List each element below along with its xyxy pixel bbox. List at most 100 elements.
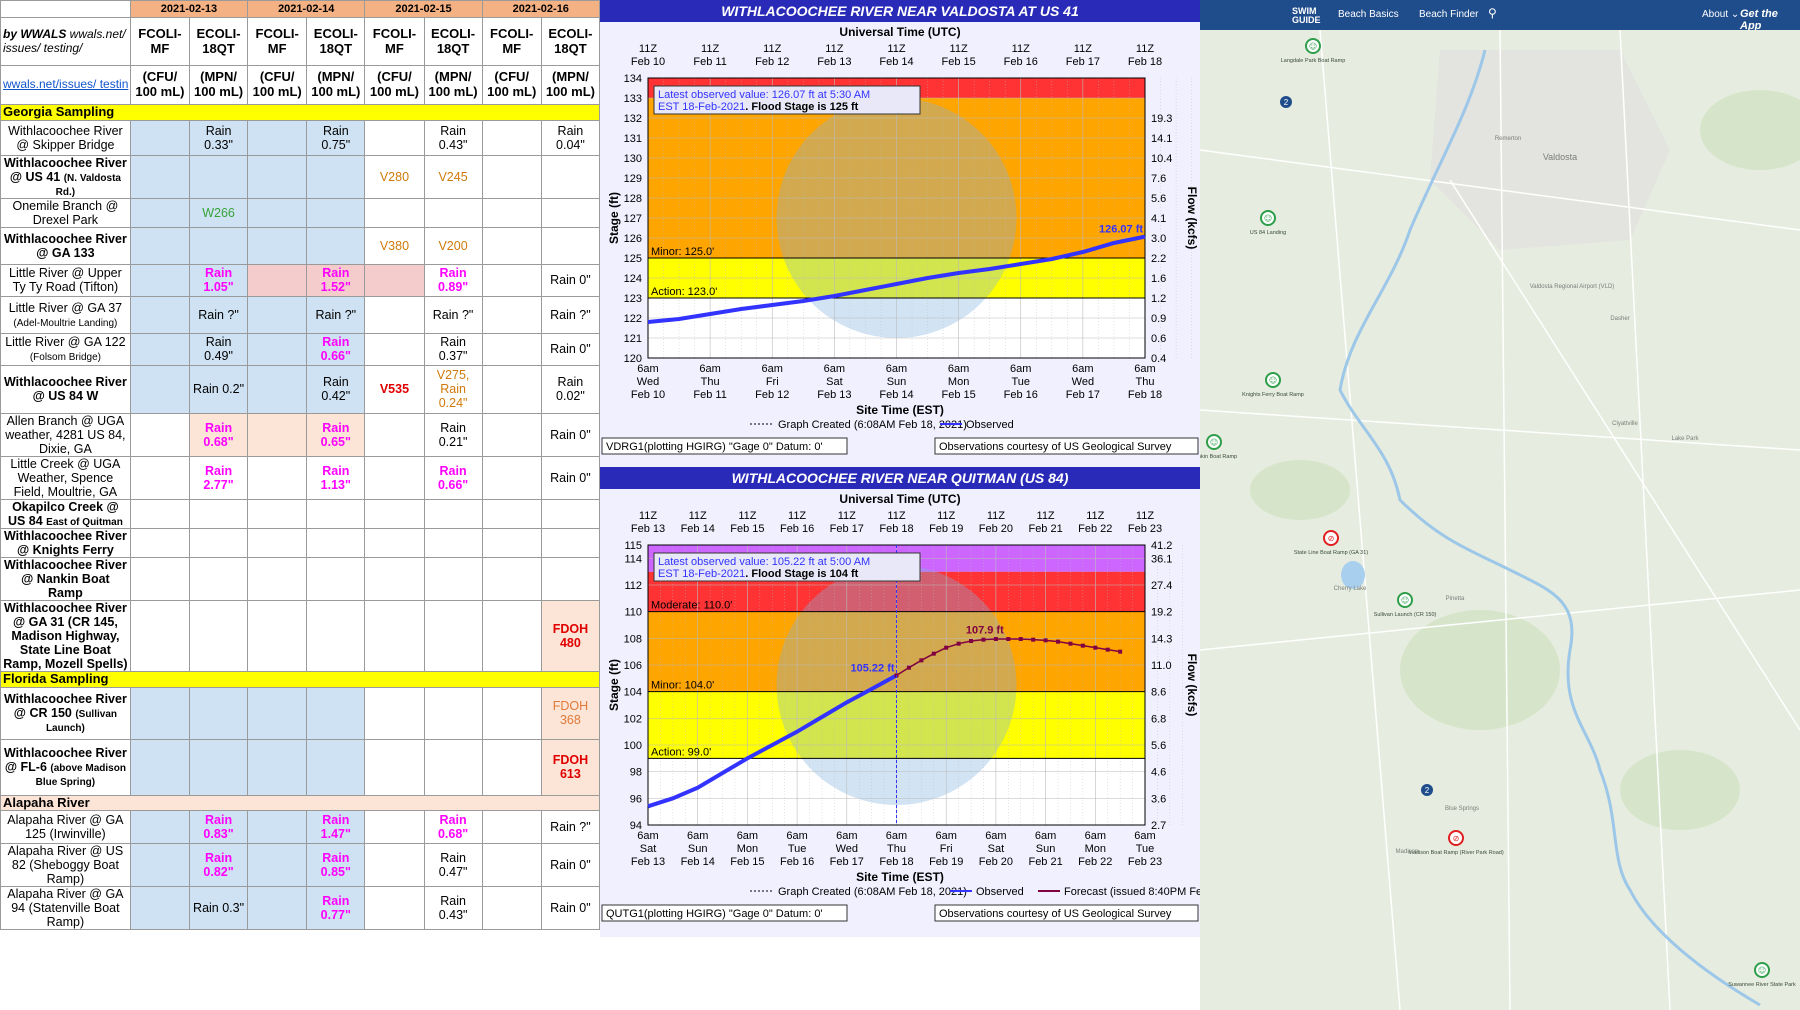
data-cell[interactable] xyxy=(540,197,601,228)
data-cell[interactable] xyxy=(129,810,191,845)
data-cell[interactable]: Rain ?" xyxy=(306,295,366,334)
data-cell[interactable] xyxy=(306,226,366,265)
data-cell[interactable]: V275, Rain 0.24" xyxy=(423,364,483,414)
site-cell[interactable]: Withlacoochee River @ Skipper Bridge xyxy=(0,119,131,156)
data-cell[interactable] xyxy=(247,528,308,559)
data-cell[interactable] xyxy=(129,364,191,414)
data-cell[interactable]: Rain 0.82" xyxy=(189,843,249,888)
data-cell[interactable] xyxy=(189,498,249,530)
data-cell[interactable] xyxy=(247,364,308,414)
site-marker-good[interactable] xyxy=(1305,38,1321,54)
site-cell[interactable]: Withlacoochee River @ FL-6 (above Madiso… xyxy=(0,738,131,796)
data-cell[interactable] xyxy=(129,154,191,199)
data-cell[interactable] xyxy=(306,600,366,673)
data-cell[interactable] xyxy=(306,686,366,740)
swim-guide-map[interactable]: SWIM GUIDE Beach Basics Beach Finder ⚲ A… xyxy=(1200,0,1800,1010)
data-cell[interactable] xyxy=(306,557,366,602)
data-cell[interactable] xyxy=(540,498,601,530)
search-icon[interactable]: ⚲ xyxy=(1488,6,1497,20)
data-cell[interactable] xyxy=(189,154,249,199)
data-cell[interactable] xyxy=(481,364,542,414)
data-cell[interactable] xyxy=(247,119,308,156)
data-cell[interactable] xyxy=(247,332,308,366)
data-cell[interactable] xyxy=(247,295,308,334)
data-cell[interactable] xyxy=(247,455,308,500)
data-cell[interactable]: Rain 0.04" xyxy=(540,119,601,156)
data-cell[interactable] xyxy=(364,557,425,602)
data-cell[interactable] xyxy=(247,886,308,931)
data-cell[interactable] xyxy=(364,528,425,559)
corner-cell[interactable] xyxy=(0,0,131,18)
data-cell[interactable] xyxy=(364,738,425,796)
data-cell[interactable]: Rain ?" xyxy=(540,810,601,845)
date-header[interactable]: 2021-02-15 xyxy=(364,0,483,18)
data-cell[interactable] xyxy=(481,197,542,228)
site-cell[interactable]: Alapaha River @ GA 125 (Irwinville) xyxy=(0,810,131,845)
data-cell[interactable] xyxy=(247,810,308,845)
data-cell[interactable] xyxy=(129,455,191,500)
data-cell[interactable]: Rain ?" xyxy=(423,295,483,334)
data-cell[interactable] xyxy=(364,263,425,297)
unit-cell[interactable]: (MPN/ 100 mL) xyxy=(189,65,249,105)
data-cell[interactable] xyxy=(423,557,483,602)
data-cell[interactable] xyxy=(364,295,425,334)
site-marker-good[interactable] xyxy=(1397,592,1413,608)
data-cell[interactable] xyxy=(423,738,483,796)
data-cell[interactable] xyxy=(364,810,425,845)
data-cell[interactable] xyxy=(364,498,425,530)
col-header-ecoli[interactable]: ECOLI-18QT xyxy=(189,17,249,66)
data-cell[interactable] xyxy=(129,738,191,796)
data-cell[interactable]: Rain 0" xyxy=(540,263,601,297)
data-cell[interactable] xyxy=(129,498,191,530)
site-cell[interactable]: Little River @ GA 37 (Adel-Moultrie Land… xyxy=(0,295,131,334)
data-cell[interactable] xyxy=(306,498,366,530)
data-cell[interactable] xyxy=(364,332,425,366)
data-cell[interactable] xyxy=(423,600,483,673)
col-header-fcoli[interactable]: FCOLI-MF xyxy=(247,17,308,66)
data-cell[interactable]: Rain 1.47" xyxy=(306,810,366,845)
data-cell[interactable]: Rain 0.75" xyxy=(306,119,366,156)
col-header-fcoli[interactable]: FCOLI-MF xyxy=(364,17,425,66)
data-cell[interactable] xyxy=(364,886,425,931)
data-cell[interactable] xyxy=(306,738,366,796)
data-cell[interactable]: Rain 1.13" xyxy=(306,455,366,500)
data-cell[interactable] xyxy=(540,557,601,602)
data-cell[interactable] xyxy=(189,557,249,602)
data-cell[interactable] xyxy=(189,738,249,796)
cluster-marker[interactable] xyxy=(1280,96,1292,108)
site-cell[interactable]: Little River @ GA 122 (Folsom Bridge) xyxy=(0,332,131,366)
data-cell[interactable] xyxy=(540,226,601,265)
site-cell[interactable]: Withlacoochee River @ Nankin Boat Ramp xyxy=(0,557,131,602)
data-cell[interactable] xyxy=(129,886,191,931)
byline-link[interactable]: wwals.net/ issues/ testing/ xyxy=(3,27,126,55)
data-cell[interactable] xyxy=(306,528,366,559)
data-cell[interactable] xyxy=(540,528,601,559)
site-cell[interactable]: Alapaha River @ US 82 (Sheboggy Boat Ram… xyxy=(0,843,131,888)
data-cell[interactable] xyxy=(129,197,191,228)
site-marker-good[interactable] xyxy=(1265,372,1281,388)
data-cell[interactable]: Rain 0" xyxy=(540,843,601,888)
data-cell[interactable]: Rain 2.77" xyxy=(189,455,249,500)
section-header[interactable]: Georgia Sampling xyxy=(0,104,600,121)
data-cell[interactable] xyxy=(481,738,542,796)
data-cell[interactable] xyxy=(247,738,308,796)
data-cell[interactable]: Rain 0.43" xyxy=(423,886,483,931)
nav-about[interactable]: About ⌄ xyxy=(1702,9,1740,20)
data-cell[interactable] xyxy=(481,263,542,297)
data-cell[interactable] xyxy=(481,226,542,265)
data-cell[interactable] xyxy=(481,412,542,457)
data-cell[interactable] xyxy=(481,455,542,500)
data-cell[interactable] xyxy=(364,843,425,888)
data-cell[interactable]: Rain 0.37" xyxy=(423,332,483,366)
map-canvas[interactable]: ☺ Langdale Park Boat Ramp ☺ US 84 Landing ☺ K… xyxy=(1200,30,1800,1010)
data-cell[interactable]: V245 xyxy=(423,154,483,199)
data-cell[interactable]: Rain 0.77" xyxy=(306,886,366,931)
data-cell[interactable]: Rain 0.42" xyxy=(306,364,366,414)
data-cell[interactable]: Rain ?" xyxy=(189,295,249,334)
data-cell[interactable] xyxy=(129,295,191,334)
data-cell[interactable]: Rain 0.43" xyxy=(423,119,483,156)
data-cell[interactable] xyxy=(481,498,542,530)
section-header[interactable]: Florida Sampling xyxy=(0,671,600,688)
data-cell[interactable]: V200 xyxy=(423,226,483,265)
data-cell[interactable] xyxy=(247,154,308,199)
